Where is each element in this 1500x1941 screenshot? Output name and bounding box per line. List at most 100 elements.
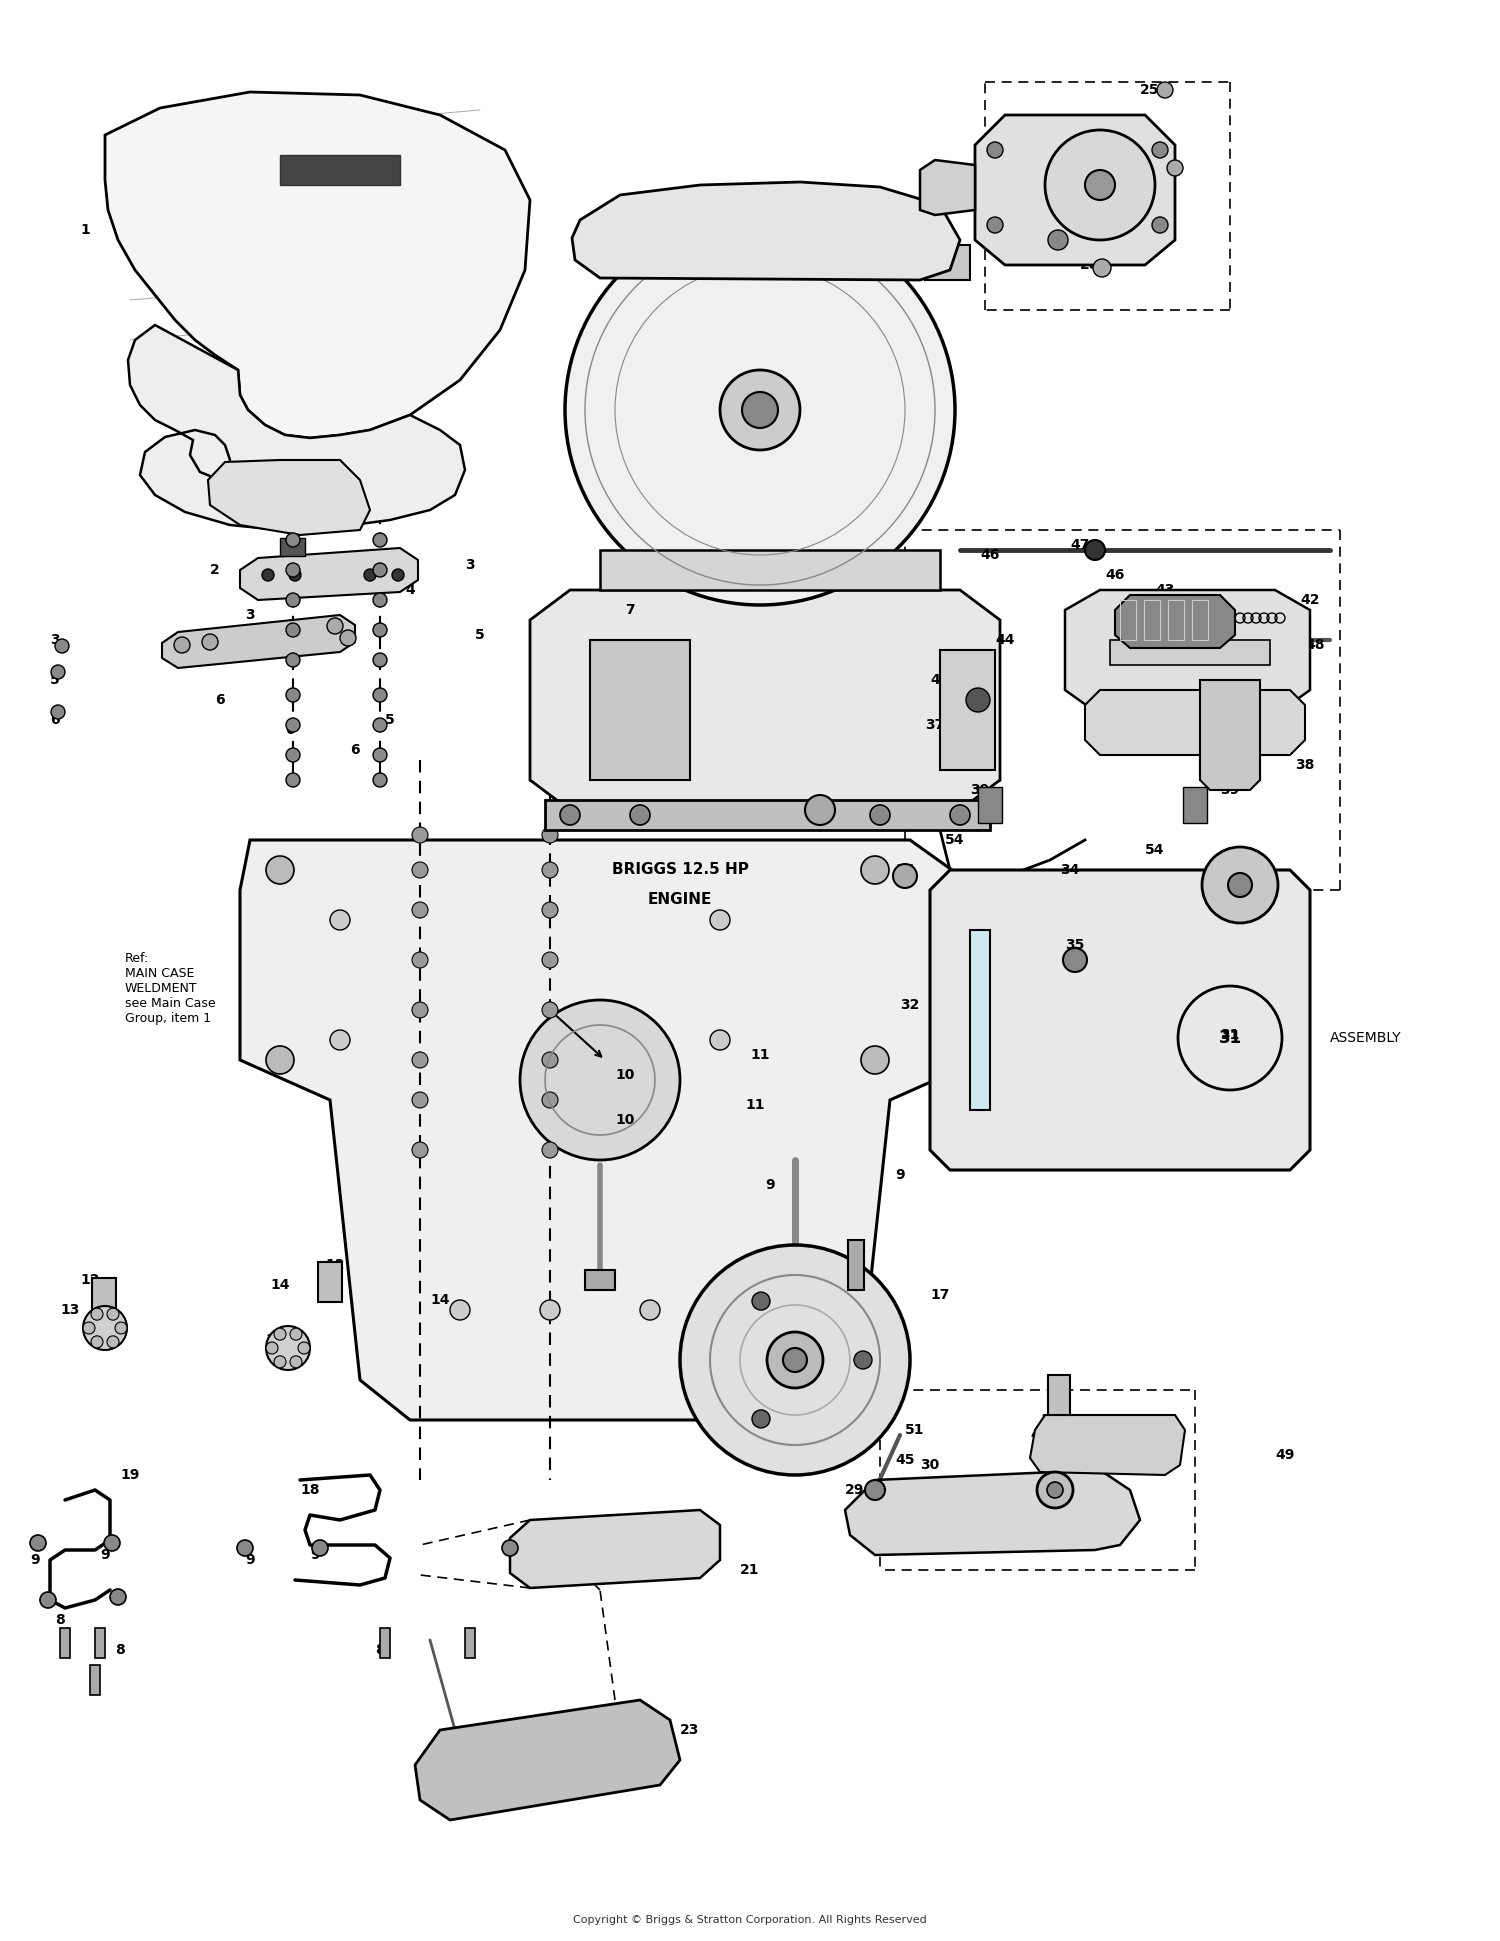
Bar — [1144, 600, 1160, 641]
Text: 41: 41 — [1206, 664, 1224, 677]
Circle shape — [237, 1539, 254, 1557]
Text: 6: 6 — [285, 722, 296, 738]
Circle shape — [374, 747, 387, 763]
Text: 13: 13 — [60, 1302, 80, 1318]
Circle shape — [274, 1357, 286, 1368]
Text: 9: 9 — [30, 1553, 40, 1566]
Text: 5: 5 — [386, 712, 394, 728]
Circle shape — [503, 1539, 518, 1557]
Circle shape — [364, 569, 376, 580]
Polygon shape — [162, 615, 356, 668]
Circle shape — [710, 910, 730, 930]
Circle shape — [266, 1341, 278, 1355]
Circle shape — [542, 1141, 558, 1159]
Circle shape — [542, 1052, 558, 1068]
Text: 19: 19 — [120, 1467, 140, 1483]
Circle shape — [542, 1002, 558, 1017]
Text: ASSEMBLY: ASSEMBLY — [1330, 1031, 1401, 1044]
Circle shape — [1046, 130, 1155, 241]
Text: 37: 37 — [926, 718, 945, 732]
Circle shape — [783, 1347, 807, 1372]
Polygon shape — [105, 91, 530, 439]
Text: 6: 6 — [214, 693, 225, 707]
Circle shape — [742, 392, 778, 429]
Text: 11: 11 — [746, 1099, 765, 1112]
Circle shape — [286, 687, 300, 703]
Text: 46: 46 — [1106, 569, 1125, 582]
Text: 36: 36 — [896, 864, 915, 877]
Circle shape — [520, 1000, 680, 1161]
Bar — [1120, 600, 1136, 641]
Circle shape — [374, 594, 387, 608]
Text: 25: 25 — [1140, 83, 1160, 97]
Text: 26: 26 — [1030, 223, 1050, 237]
Text: 24: 24 — [1026, 118, 1044, 132]
Text: 34: 34 — [1060, 864, 1080, 877]
Bar — [940, 650, 994, 771]
Polygon shape — [1030, 1415, 1185, 1475]
Polygon shape — [416, 1700, 680, 1821]
Circle shape — [286, 563, 300, 576]
Text: 45: 45 — [1240, 613, 1260, 627]
Polygon shape — [530, 590, 1001, 809]
Text: 54: 54 — [1146, 842, 1164, 858]
Circle shape — [1036, 1471, 1072, 1508]
Bar — [280, 155, 400, 184]
Text: 3: 3 — [244, 608, 255, 621]
Text: 2: 2 — [210, 563, 220, 576]
Polygon shape — [926, 245, 970, 280]
Text: 41: 41 — [930, 674, 950, 687]
Text: 30: 30 — [921, 1458, 939, 1471]
Circle shape — [680, 1244, 910, 1475]
Circle shape — [110, 1590, 126, 1605]
Circle shape — [327, 617, 344, 635]
Text: 32: 32 — [900, 998, 920, 1011]
Polygon shape — [1114, 596, 1234, 648]
Text: 39: 39 — [970, 782, 990, 798]
Circle shape — [413, 1002, 428, 1017]
Circle shape — [290, 1357, 302, 1368]
Circle shape — [290, 569, 302, 580]
Circle shape — [374, 534, 387, 547]
Circle shape — [340, 631, 356, 646]
Polygon shape — [1084, 689, 1305, 755]
Text: 35: 35 — [1065, 938, 1084, 951]
Text: 17: 17 — [930, 1289, 950, 1302]
Circle shape — [450, 1300, 470, 1320]
Circle shape — [413, 827, 428, 842]
Text: 5: 5 — [476, 629, 484, 642]
Bar — [280, 538, 304, 555]
Text: 6: 6 — [350, 743, 360, 757]
Circle shape — [987, 142, 1004, 157]
Text: 3: 3 — [50, 633, 60, 646]
Circle shape — [374, 652, 387, 668]
Circle shape — [374, 718, 387, 732]
Text: 9: 9 — [765, 1178, 776, 1192]
Text: 22: 22 — [435, 1753, 454, 1766]
Circle shape — [413, 1093, 428, 1108]
Text: 25: 25 — [1146, 169, 1164, 182]
Circle shape — [413, 903, 428, 918]
Text: 49: 49 — [1275, 1448, 1294, 1462]
Bar — [94, 1628, 105, 1658]
Text: 23: 23 — [681, 1724, 699, 1737]
Text: 47: 47 — [1071, 538, 1089, 551]
Polygon shape — [510, 1510, 720, 1588]
Polygon shape — [930, 870, 1310, 1170]
Circle shape — [266, 856, 294, 883]
Circle shape — [286, 534, 300, 547]
Circle shape — [266, 1046, 294, 1073]
Circle shape — [542, 951, 558, 969]
Circle shape — [413, 1052, 428, 1068]
Bar — [465, 1628, 476, 1658]
Text: 51: 51 — [904, 1423, 924, 1436]
Circle shape — [566, 215, 956, 606]
Circle shape — [720, 371, 800, 450]
Text: Copyright © Briggs & Stratton Corporation. All Rights Reserved: Copyright © Briggs & Stratton Corporatio… — [573, 1916, 927, 1925]
Bar — [92, 1277, 116, 1318]
Circle shape — [542, 827, 558, 842]
Circle shape — [1084, 171, 1114, 200]
Circle shape — [413, 1141, 428, 1159]
Text: 12: 12 — [81, 1273, 99, 1287]
Polygon shape — [975, 115, 1174, 266]
